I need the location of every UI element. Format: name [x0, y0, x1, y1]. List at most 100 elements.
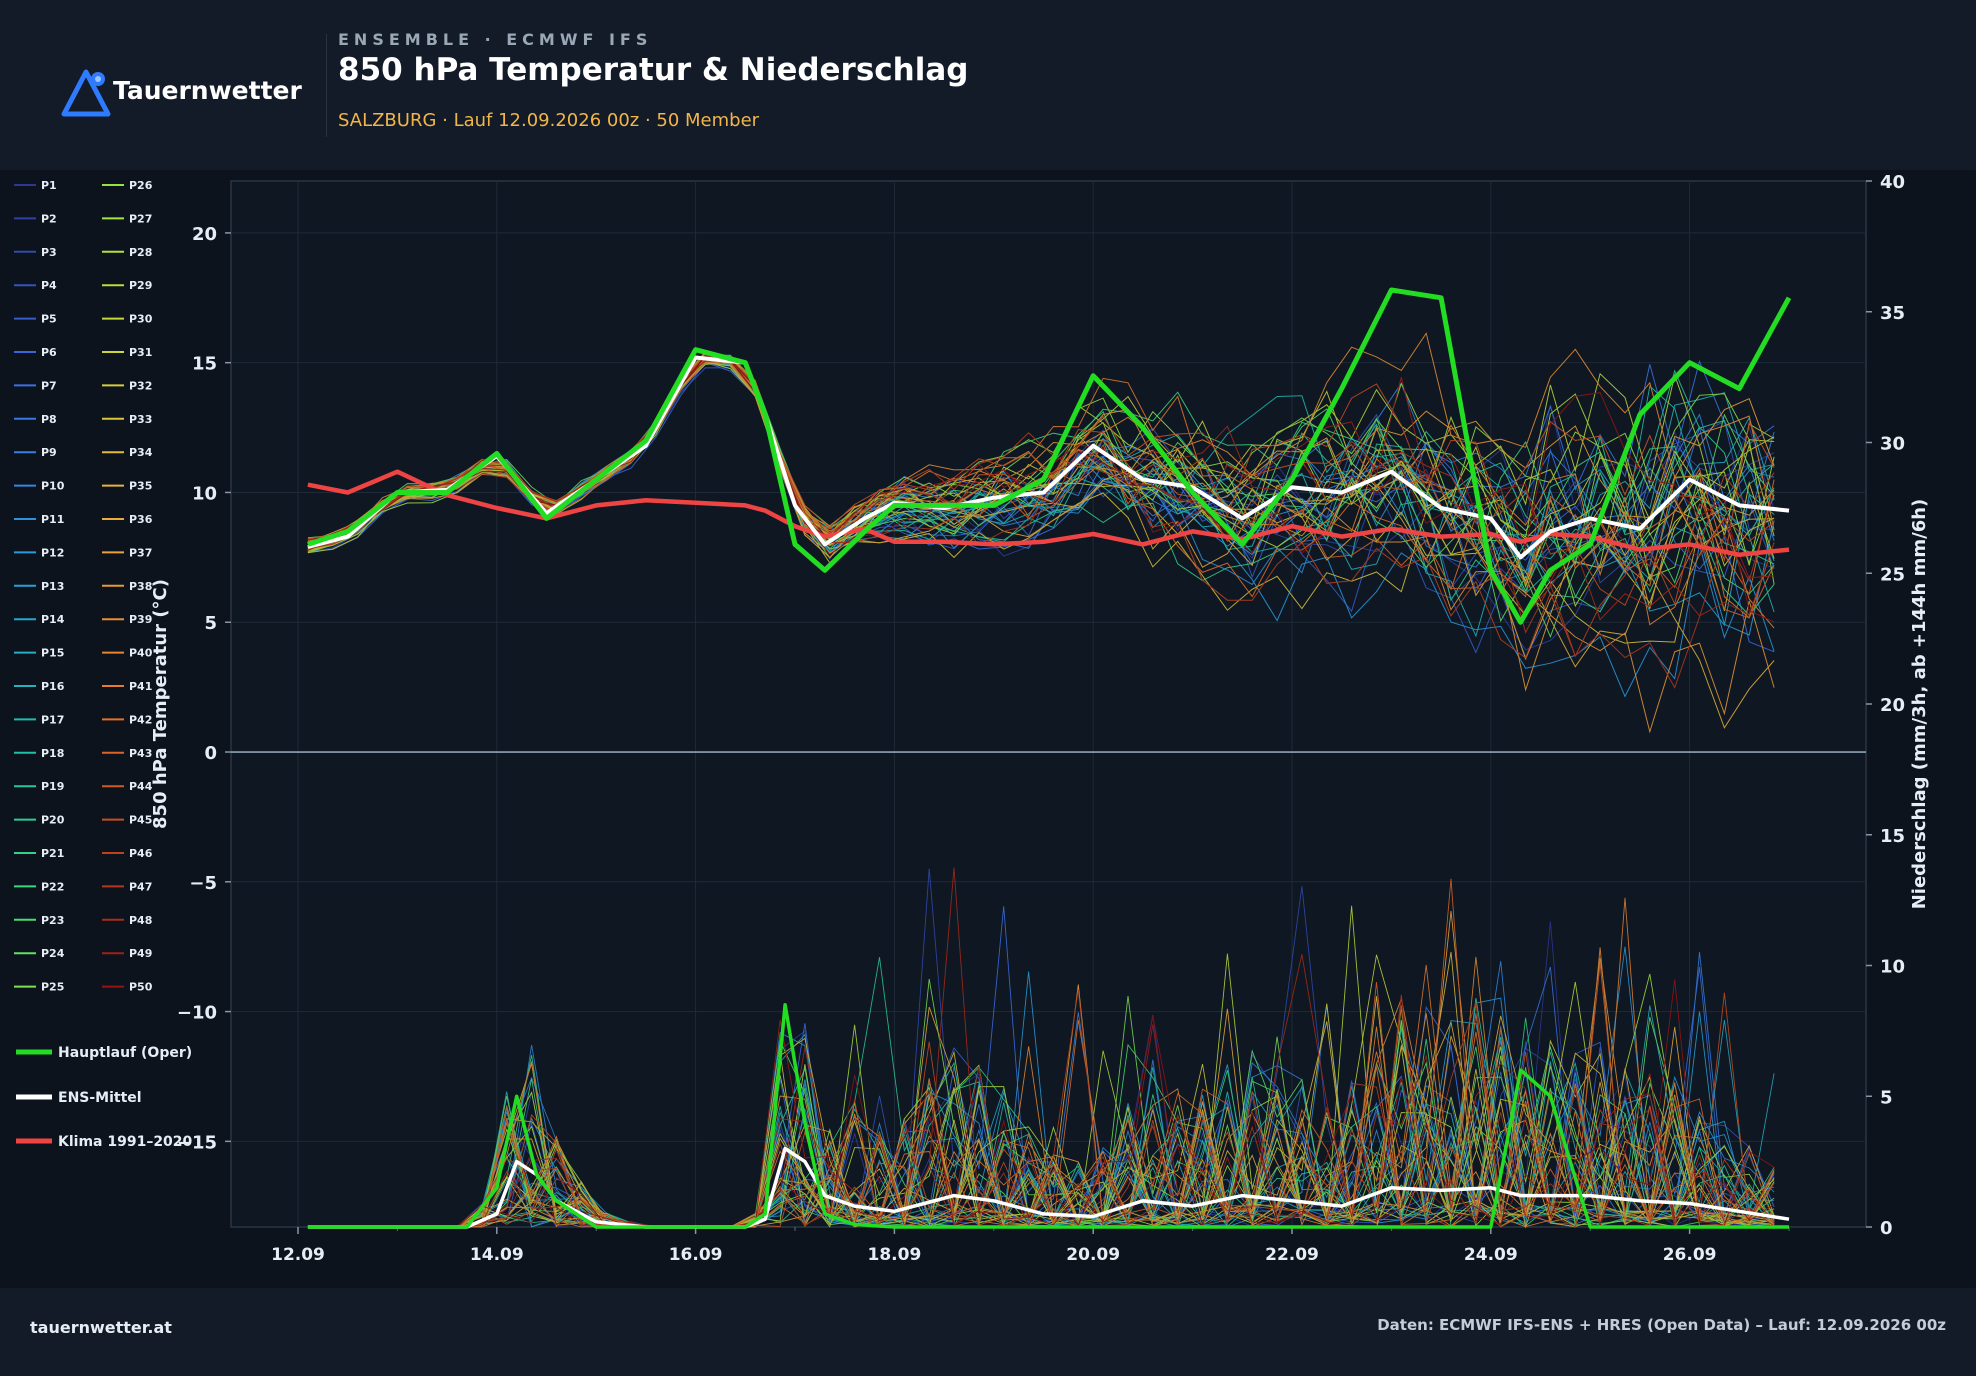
member-precip-line [307, 958, 1775, 1228]
x-tick-label: 26.09 [1663, 1245, 1717, 1265]
member-temperature-line [307, 332, 1775, 543]
legend-member-label: P27 [129, 212, 152, 225]
legend-member-label: P23 [41, 914, 64, 927]
legend-member-label: P35 [129, 480, 152, 493]
member-precip-line [307, 951, 1775, 1229]
y-left-tick-label: −15 [177, 1132, 217, 1153]
legend-member-label: P45 [129, 814, 152, 827]
y-right-tick-label: 20 [1880, 695, 1905, 716]
member-precip-line [307, 1039, 1775, 1228]
legend-member-label: P36 [129, 513, 153, 526]
legend: P1 P2 P3 P4 P5 P6 P7 P8 P9 P10 P11 P12 P13 P14 P15 P16 P… [14, 179, 193, 1150]
member-temperature-line [307, 355, 1775, 605]
legend-member-label: P49 [129, 947, 152, 960]
plot-area [230, 180, 1867, 1228]
legend-member-label: P48 [129, 914, 152, 927]
member-precip-line [307, 1043, 1775, 1228]
member-precip-line [307, 994, 1775, 1228]
legend-member-label: P2 [41, 212, 57, 225]
header-divider [326, 34, 327, 137]
x-tick-label: 20.09 [1066, 1245, 1120, 1265]
legend-member-label: P44 [129, 780, 153, 793]
legend-member-label: P30 [129, 313, 153, 326]
legend-member-label: P24 [41, 947, 65, 960]
legend-member-label: P21 [41, 847, 64, 860]
y-left-tick-label: 5 [204, 613, 217, 634]
y-left-tick-label: −10 [177, 1003, 217, 1024]
y-right-tick-label: 0 [1880, 1218, 1893, 1239]
brand-name: Tauernwetter [113, 76, 302, 105]
legend-member-label: P5 [41, 313, 57, 326]
legend-member-label: P41 [129, 680, 152, 693]
legend-member-label: P16 [41, 680, 65, 693]
member-precip-line [307, 947, 1775, 1228]
y-right-tick-label: 10 [1880, 957, 1905, 978]
y-left-tick-label: 15 [192, 354, 217, 375]
member-precip-line [307, 989, 1775, 1228]
legend-member-label: P9 [41, 446, 57, 459]
legend-member-label: P13 [41, 580, 64, 593]
y-right-tick-label: 25 [1880, 564, 1905, 585]
legend-member-label: P10 [41, 480, 65, 493]
legend-member-label: P47 [129, 880, 152, 893]
member-precip-line [307, 963, 1775, 1228]
legend-member-label: P6 [41, 346, 57, 359]
y-left-tick-label: 0 [204, 743, 217, 764]
legend-member-label: P31 [129, 346, 152, 359]
x-tick-label: 12.09 [271, 1245, 325, 1265]
footer-source: Daten: ECMWF IFS-ENS + HRES (Open Data) … [1377, 1316, 1946, 1334]
ensemble-chart: 12.09 14.09 16.09 18.09 20.09 22.09 24.09 26.09… [14, 172, 1930, 1265]
legend-mean-label: ENS-Mittel [58, 1090, 142, 1106]
legend-member-label: P42 [129, 713, 152, 726]
member-temperature-line [307, 358, 1775, 689]
legend-member-label: P40 [129, 647, 153, 660]
y-right-tick-label: 15 [1880, 826, 1905, 847]
climate-temperature-line [307, 469, 1790, 558]
member-precip-line [307, 878, 1775, 1228]
member-precip-line [307, 964, 1775, 1228]
legend-member-label: P18 [41, 747, 64, 760]
member-temperature-line [307, 355, 1775, 619]
header-bar: Tauernwetter ENSEMBLE · ECMWF IFS 850 hP… [0, 0, 1976, 170]
y-left-tick-label: −5 [189, 873, 217, 894]
legend-member-label: P43 [129, 747, 152, 760]
y-right-tick-label: 30 [1880, 434, 1905, 455]
member-precip-line [307, 897, 1775, 1228]
member-precip-line [307, 1035, 1775, 1228]
legend-oper-label: Hauptlauf (Oper) [58, 1045, 192, 1061]
legend-member-label: P17 [41, 713, 64, 726]
legend-member-label: P39 [129, 613, 152, 626]
legend-member-label: P33 [129, 413, 152, 426]
x-tick-label: 24.09 [1464, 1245, 1518, 1265]
legend-member-label: P25 [41, 981, 64, 994]
member-precip-line [307, 1019, 1775, 1228]
oper-temperature-line [307, 287, 1792, 625]
member-precip-line [307, 1020, 1775, 1228]
legend-clim-label: Klima 1991–2020 [58, 1134, 193, 1150]
oper-precip-line [307, 1002, 1789, 1229]
footer-bar [0, 1288, 1976, 1376]
y-right-tick-label: 35 [1880, 303, 1905, 324]
page-title: 850 hPa Temperatur & Niederschlag [338, 52, 969, 88]
legend-member-label: P8 [41, 413, 57, 426]
x-tick-label: 16.09 [669, 1245, 723, 1265]
legend-member-label: P34 [129, 446, 153, 459]
legend-member-label: P38 [129, 580, 152, 593]
y-right-tick-label: 5 [1880, 1087, 1893, 1108]
legend-member-label: P32 [129, 379, 152, 392]
x-tick-label: 18.09 [868, 1245, 922, 1265]
legend-member-label: P20 [41, 814, 65, 827]
legend-member-label: P14 [41, 613, 65, 626]
member-temperature-line [307, 355, 1775, 623]
legend-member-label: P1 [41, 179, 57, 192]
member-precip-line [307, 979, 1775, 1228]
mountain-logo-icon [61, 69, 111, 117]
legend-member-label: P12 [41, 546, 64, 559]
y-right-tick-label: 40 [1880, 172, 1905, 193]
y-right-axis-label: Niederschlag (mm/3h, ab +144h mm/6h) [1909, 499, 1930, 910]
y-left-axis-label: 850 hPa Temperatur (°C) [150, 579, 171, 829]
member-temperature-line [307, 354, 1775, 584]
y-left-tick-label: 10 [192, 483, 217, 504]
legend-member-label: P46 [129, 847, 153, 860]
member-precip-line [307, 1003, 1775, 1228]
